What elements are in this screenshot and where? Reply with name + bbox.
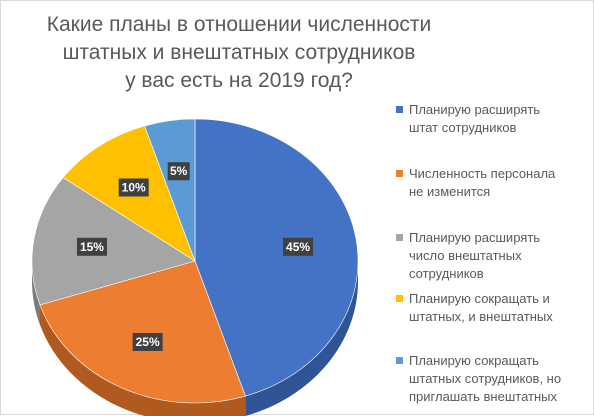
pie-slice-2 [31, 177, 196, 306]
data-label-box-0 [283, 237, 314, 256]
data-label-box-1 [132, 332, 163, 351]
legend-label-2-line-0: Планирую расширять [409, 230, 541, 245]
chart-title-line-1: Какие планы в отношении численности [46, 13, 432, 36]
legend-label-2-line-1: число внештатных [409, 248, 522, 263]
legend-label-4-line-2: приглашать внештатных [409, 389, 557, 404]
legend-label-1-line-1: не изменится [409, 184, 491, 199]
data-label-2: 15% [76, 237, 107, 256]
data-label-text-3: 10% [122, 180, 146, 194]
data-label-box-2 [76, 237, 107, 256]
legend-item-4: Планирую сокращать штатных сотрудников, н… [396, 352, 587, 406]
legend-label-0-line-0: Планирую расширять [409, 102, 541, 117]
legend-swatch-1 [396, 170, 403, 177]
legend-swatch-0 [396, 106, 403, 113]
legend-swatch-3 [396, 295, 403, 302]
data-label-text-0: 45% [286, 240, 310, 254]
pie-slice-side-0 [245, 261, 358, 416]
legend-label-2: Планирую расширять число внештатных сотруд… [409, 229, 587, 283]
pie-slice-side-1 [39, 304, 246, 416]
data-label-4: 5% [167, 162, 190, 181]
legend-label-1: Численность персонала не изменится [409, 165, 587, 201]
legend-label-3: Планирую сокращать и штатных, и внештатны… [409, 290, 587, 326]
legend-item-1: Численность персонала не изменится [396, 165, 587, 201]
pie-slice-1 [39, 260, 246, 404]
legend-label-4-line-1: штатных сотрудников, но [409, 371, 562, 386]
data-label-0: 45% [283, 237, 314, 256]
data-label-text-1: 25% [136, 335, 160, 349]
legend-label-0-line-1: штат сотрудников [409, 120, 517, 135]
legend-label-1-line-0: Численность персонала [409, 166, 556, 181]
chart-title-line-3: у вас есть на 2019 год? [125, 69, 353, 92]
legend-item-3: Планирую сокращать и штатных, и внештатны… [396, 290, 587, 326]
data-label-box-3 [118, 178, 149, 197]
chart-title-line-2: штатных и внештатных сотрудников [62, 41, 416, 64]
legend-item-2: Планирую расширять число внештатных сотруд… [396, 229, 587, 283]
legend-swatch-4 [396, 357, 403, 364]
legend-label-4: Планирую сокращать штатных сотрудников, н… [409, 352, 587, 406]
data-label-box-4 [167, 162, 190, 181]
legend-label-3-line-0: Планирую сокращать и [409, 291, 550, 306]
legend-swatch-2 [396, 234, 403, 241]
legend-label-2-line-2: сотрудников [409, 266, 484, 281]
data-label-1: 25% [132, 332, 163, 351]
legend-label-0: Планирую расширять штат сотрудников [409, 101, 587, 137]
legend-item-0: Планирую расширять штат сотрудников [396, 101, 587, 137]
data-label-3: 10% [118, 178, 149, 197]
chart-title: Какие планы в отношении численности штат… [29, 11, 449, 95]
pie-slice-0 [194, 118, 359, 397]
legend-label-4-line-0: Планирую сокращать [409, 353, 539, 368]
data-label-text-2: 15% [80, 240, 104, 254]
data-label-text-4: 5% [170, 164, 188, 178]
pie-slice-4 [144, 118, 196, 262]
legend-label-3-line-1: штатных, и внештатных [409, 309, 553, 324]
